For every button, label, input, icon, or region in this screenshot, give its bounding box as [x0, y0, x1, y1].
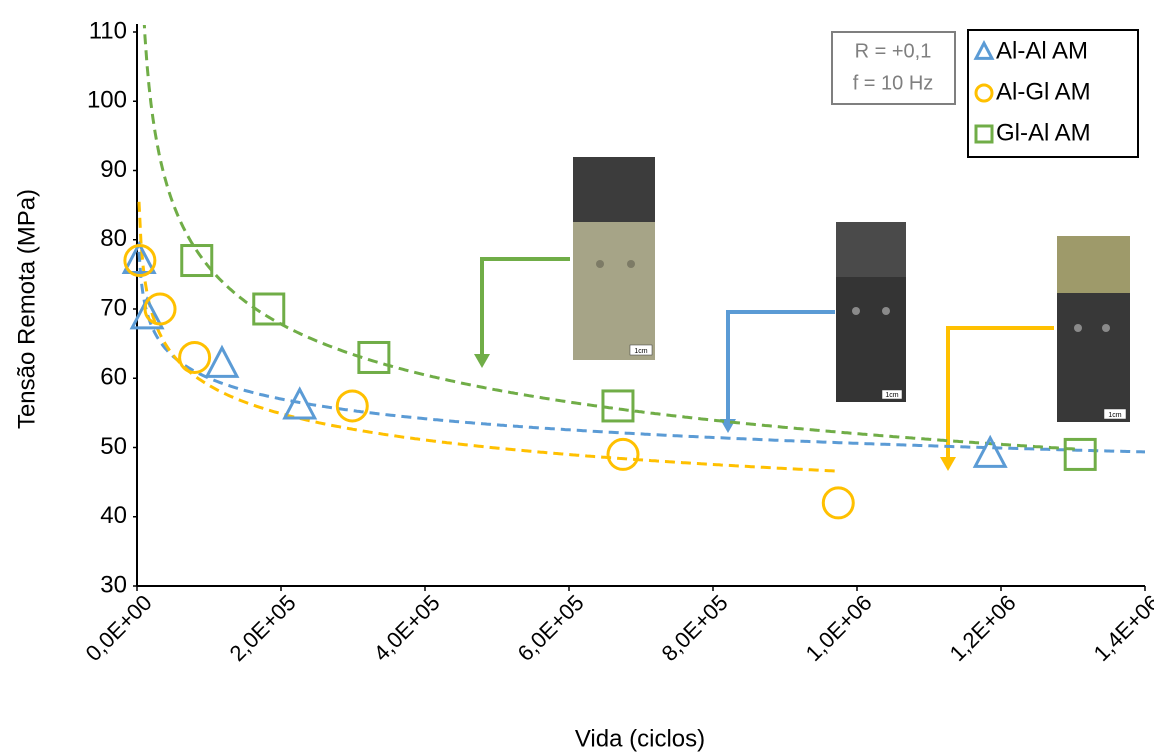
marker [359, 342, 389, 372]
trendline [139, 202, 837, 471]
x-tick-label: 2,0E+05 [225, 590, 301, 666]
legend-label: Al-Gl AM [996, 78, 1091, 105]
x-axis-title: Vida (ciclos) [575, 725, 705, 752]
y-tick-label: 40 [100, 502, 127, 529]
annotation: f = 10 Hz [853, 72, 934, 94]
marker [207, 348, 237, 377]
marker [180, 342, 210, 372]
y-tick-label: 30 [100, 571, 127, 598]
legend-label: Al-Al AM [996, 37, 1088, 64]
x-tick-label: 1,2E+06 [945, 590, 1021, 666]
y-tick-label: 50 [100, 433, 127, 460]
scale-label: 1cm [885, 392, 898, 399]
chart: 1cm 1cm 1cm R = +0,1 f = 10 Hz Tensão Re… [0, 0, 1154, 755]
scale-label: 1cm [1108, 412, 1121, 419]
marker [145, 294, 175, 324]
marker [1065, 439, 1095, 469]
y-tick-label: 100 [87, 87, 127, 114]
scale-label: 1cm [634, 348, 647, 355]
y-axis-title: Tensão Remota (MPa) [13, 189, 40, 429]
x-tick-label: 8,0E+05 [657, 590, 733, 666]
y-tick-label: 110 [89, 17, 127, 44]
x-tick-label: 0,0E+00 [81, 590, 157, 666]
specimen-photo: 1cm [836, 222, 906, 402]
legend-label: Gl-Al AM [996, 119, 1091, 146]
y-tick-label: 90 [100, 156, 127, 183]
specimen-photo: 1cm [573, 157, 655, 360]
y-tick-label: 80 [100, 225, 127, 252]
x-tick-label: 4,0E+05 [369, 590, 445, 666]
specimen-photo: 1cm [1057, 236, 1130, 422]
marker [603, 391, 633, 421]
x-tick-label: 1,4E+06 [1089, 590, 1154, 666]
annotation: R = +0,1 [855, 40, 932, 62]
x-tick-label: 6,0E+05 [513, 590, 589, 666]
marker [337, 391, 367, 421]
arrows [474, 259, 1054, 471]
marker [823, 488, 853, 518]
y-tick-label: 60 [100, 364, 127, 391]
y-tick-label: 70 [100, 294, 127, 321]
marker [608, 439, 638, 469]
x-tick-label: 1,0E+06 [801, 590, 877, 666]
